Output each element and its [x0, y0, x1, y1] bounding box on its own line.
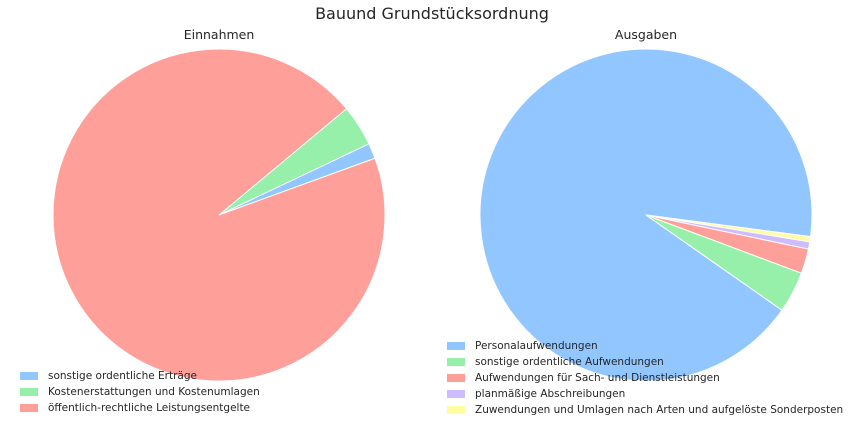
legend-swatch — [447, 358, 465, 366]
legend-swatch — [20, 404, 38, 412]
legend-swatch — [20, 372, 38, 380]
legend-swatch — [447, 390, 465, 398]
legend-swatch — [447, 406, 465, 414]
legend-item: planmäßige Abschreibungen — [447, 386, 843, 402]
legend-ausgaben: Personalaufwendungen sonstige ordentliche… — [447, 338, 843, 418]
legend-label: sonstige ordentliche Erträge — [48, 370, 197, 382]
pie-slice-zuwendungen-und-umlagen-nach-arten-und-aufgel-ste-sonderposten — [645, 214, 812, 243]
pie-einnahmen — [52, 48, 386, 382]
pie-title-ausgaben: Ausgaben — [614, 27, 678, 42]
legend-item: Personalaufwendungen — [447, 338, 843, 354]
legend-einnahmen: sonstige ordentliche Erträge Kostenerstat… — [20, 368, 260, 416]
legend-swatch — [447, 374, 465, 382]
legend-item: sonstige ordentliche Erträge — [20, 368, 260, 384]
legend-item: sonstige ordentliche Aufwendungen — [447, 354, 843, 370]
legend-item: öffentlich-rechtliche Leistungsentgelte — [20, 400, 260, 416]
legend-label: Personalaufwendungen — [475, 340, 598, 352]
legend-label: sonstige ordentliche Aufwendungen — [475, 356, 664, 368]
legend-item: Aufwendungen für Sach- und Dienstleistun… — [447, 370, 843, 386]
legend-item: Zuwendungen und Umlagen nach Arten und a… — [447, 402, 843, 418]
pie-ausgaben — [479, 48, 813, 382]
chart-title: Bauund Grundstücksordnung — [315, 4, 549, 23]
legend-item: Kostenerstattungen und Kostenumlagen — [20, 384, 260, 400]
pie-slice-ffentlich-rechtliche-leistungsentgelte — [52, 48, 386, 382]
legend-label: öffentlich-rechtliche Leistungsentgelte — [48, 402, 251, 414]
legend-label: Kostenerstattungen und Kostenumlagen — [48, 386, 260, 398]
legend-swatch — [20, 388, 38, 396]
legend-label: planmäßige Abschreibungen — [475, 388, 626, 400]
legend-swatch — [447, 342, 465, 350]
pie-title-einnahmen: Einnahmen — [183, 27, 255, 42]
legend-label: Zuwendungen und Umlagen nach Arten und a… — [475, 404, 844, 416]
legend-label: Aufwendungen für Sach- und Dienstleistun… — [475, 372, 720, 384]
